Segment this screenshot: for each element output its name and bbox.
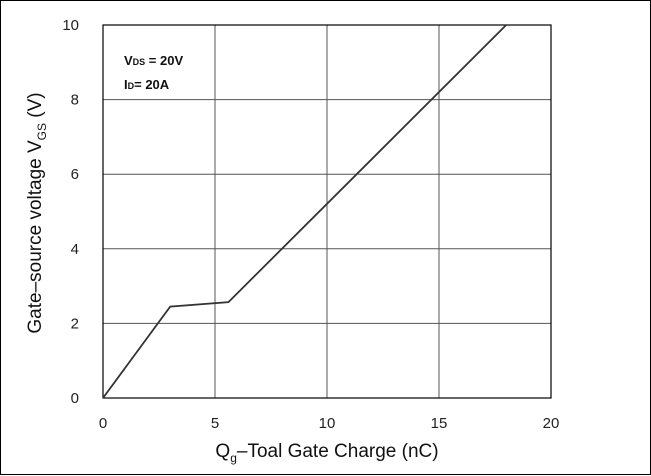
grid-lines	[102, 24, 552, 399]
plot-area	[102, 24, 552, 399]
annotation-id: ID= 20A	[124, 77, 170, 92]
x-axis-title: Qg–Toal Gate Charge (nC)	[215, 441, 438, 465]
annotation-box: VDS = 20V ID= 20A	[124, 53, 183, 92]
x-tick-label: 0	[99, 415, 107, 432]
series-group	[102, 24, 507, 399]
y-tick-label: 2	[71, 315, 79, 332]
y-axis-title: Gate–source voltage VGS (V)	[25, 92, 49, 333]
y-tick-label: 6	[71, 166, 79, 183]
y-tick-label: 8	[71, 92, 79, 109]
x-tick-label: 5	[211, 415, 219, 432]
annotation-vds: VDS = 20V	[124, 53, 183, 68]
x-tick-label: 10	[319, 415, 336, 432]
tick-labels: 0 5 10 15 20 0 2 4 6 8 10	[62, 17, 559, 432]
y-tick-label: 10	[62, 17, 79, 34]
x-tick-label: 15	[431, 415, 448, 432]
y-tick-label: 4	[71, 241, 79, 258]
series-line-0	[102, 24, 507, 399]
y-tick-label: 0	[71, 390, 79, 407]
x-tick-label: 20	[543, 415, 560, 432]
